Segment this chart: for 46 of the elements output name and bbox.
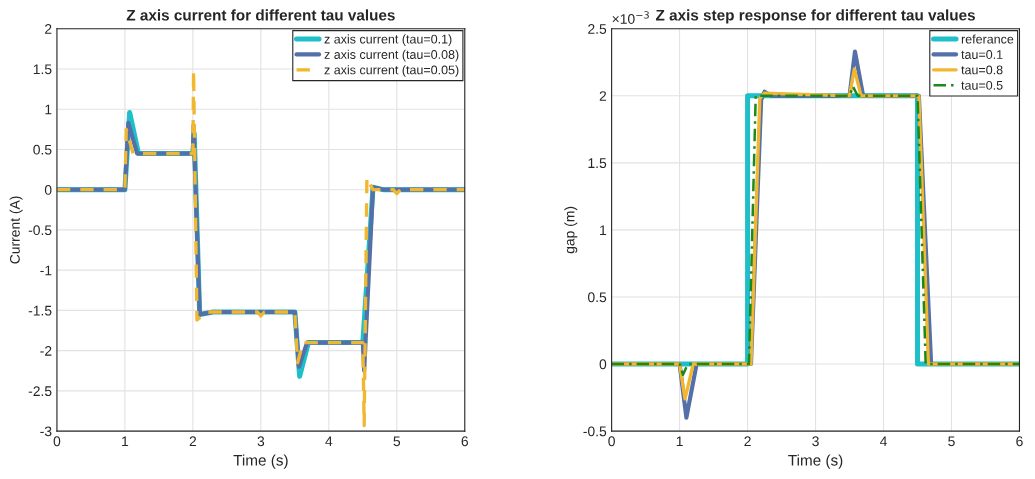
y-tick-label: 0 bbox=[599, 359, 607, 370]
y-tick-label: 2 bbox=[599, 91, 607, 101]
y-tick-label: 1.5 bbox=[33, 64, 52, 75]
y-tick-label: 0.5 bbox=[587, 292, 607, 303]
text: ×10$^{−3}$ bbox=[612, 11, 649, 24]
legend-label: tau=0.1 bbox=[961, 50, 1003, 59]
y-tick-label: 2.5 bbox=[588, 24, 607, 34]
x-axis-title: Time (s) bbox=[788, 454, 843, 469]
legend-label: tau=0.8 bbox=[961, 65, 1003, 75]
y-tick-label: -1 bbox=[40, 265, 52, 276]
y-tick-label: 1 bbox=[45, 104, 52, 115]
x-tick-label: 0 bbox=[53, 436, 61, 447]
x-tick-label: 6 bbox=[461, 436, 469, 447]
chart-title: Z axis step response for different tau values bbox=[655, 9, 975, 24]
legend-label: tau=0.5 bbox=[961, 80, 1003, 90]
legend-label: z axis current (tau=0.05) bbox=[324, 65, 459, 77]
chart-title: Z axis current for different tau values bbox=[126, 9, 395, 21]
y-tick-label: 2 bbox=[45, 24, 52, 34]
y-tick-label: 1.5 bbox=[588, 158, 607, 169]
y-tick-label: 0.5 bbox=[33, 144, 52, 155]
y-tick-label: -2.5 bbox=[28, 386, 52, 397]
y-tick-label: -0.5 bbox=[28, 225, 52, 236]
legend-label: z axis current (tau=0.1) bbox=[324, 34, 452, 47]
x-tick-label: 4 bbox=[879, 436, 887, 447]
x-tick-label: 5 bbox=[948, 436, 955, 447]
x-tick-label: 0 bbox=[608, 436, 615, 447]
y-axis-title: gap (m) bbox=[564, 206, 578, 254]
y-tick-label: -2 bbox=[40, 345, 52, 356]
x-tick-label: 6 bbox=[1016, 436, 1023, 447]
x-tick-label: 2 bbox=[189, 436, 197, 447]
x-axis-title: Time (s) bbox=[233, 454, 288, 469]
y-tick-label: -1.5 bbox=[28, 305, 52, 316]
y-tick-label: 1 bbox=[600, 225, 607, 235]
y-tick-label: 0 bbox=[44, 185, 52, 195]
x-tick-label: 3 bbox=[257, 436, 265, 447]
y-axis-title: Current (A) bbox=[9, 196, 23, 264]
x-tick-label: 4 bbox=[325, 436, 333, 447]
x-tick-label: 1 bbox=[122, 436, 129, 447]
legend-label: referance bbox=[961, 34, 1014, 44]
x-tick-label: 3 bbox=[812, 436, 819, 447]
y-tick-label: -0.5 bbox=[583, 426, 607, 437]
x-tick-label: 5 bbox=[393, 436, 401, 447]
x-tick-label: 2 bbox=[744, 436, 751, 447]
legend-label: z axis current (tau=0.08) bbox=[324, 49, 459, 62]
y-tick-label: -3 bbox=[40, 426, 52, 437]
x-tick-label: 1 bbox=[676, 436, 683, 447]
